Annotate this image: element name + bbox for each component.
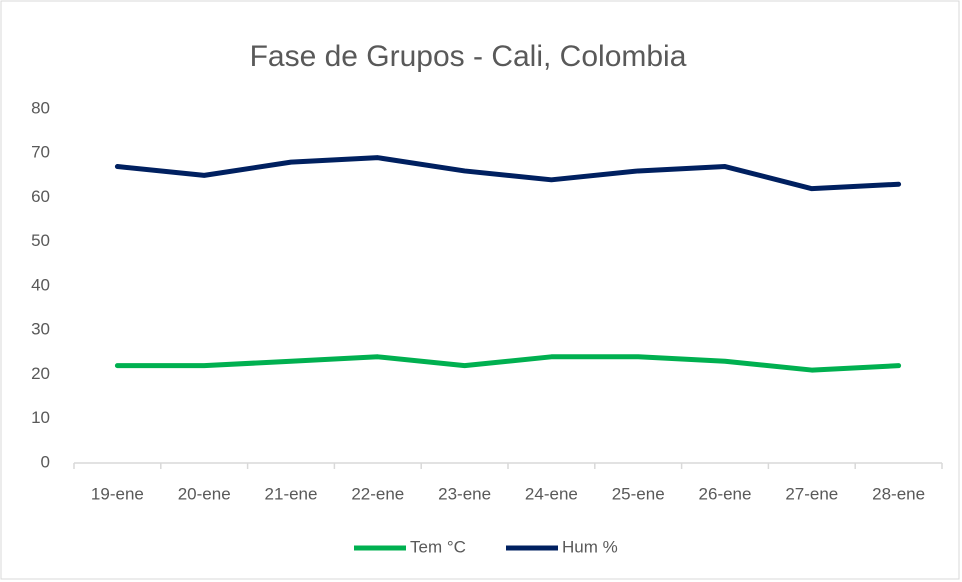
y-tick-label: 70: [31, 143, 50, 162]
legend-label: Tem °C: [410, 537, 466, 556]
chart-title: Fase de Grupos - Cali, Colombia: [250, 40, 687, 73]
x-tick-label: 22-ene: [351, 484, 404, 503]
x-tick-label: 25-ene: [612, 484, 665, 503]
series-line: [114, 354, 902, 373]
x-tick-label: 24-ene: [525, 484, 578, 503]
x-tick-label: 28-ene: [872, 484, 925, 503]
series-line: [114, 155, 902, 192]
y-tick-label: 80: [31, 98, 50, 117]
y-tick-label: 40: [31, 275, 50, 294]
legend-label: Hum %: [562, 537, 618, 556]
y-tick-label: 60: [31, 187, 50, 206]
x-tick-label: 21-ene: [265, 484, 318, 503]
y-tick-label: 30: [31, 320, 50, 339]
x-tick-label: 19-ene: [91, 484, 144, 503]
y-tick-label: 50: [31, 231, 50, 250]
x-tick-label: 20-ene: [178, 484, 231, 503]
x-tick-label: 27-ene: [785, 484, 838, 503]
y-tick-label: 20: [31, 364, 50, 383]
y-tick-label: 0: [41, 452, 50, 471]
x-tick-label: 23-ene: [438, 484, 491, 503]
x-tick-label: 26-ene: [699, 484, 752, 503]
y-tick-label: 10: [31, 408, 50, 427]
